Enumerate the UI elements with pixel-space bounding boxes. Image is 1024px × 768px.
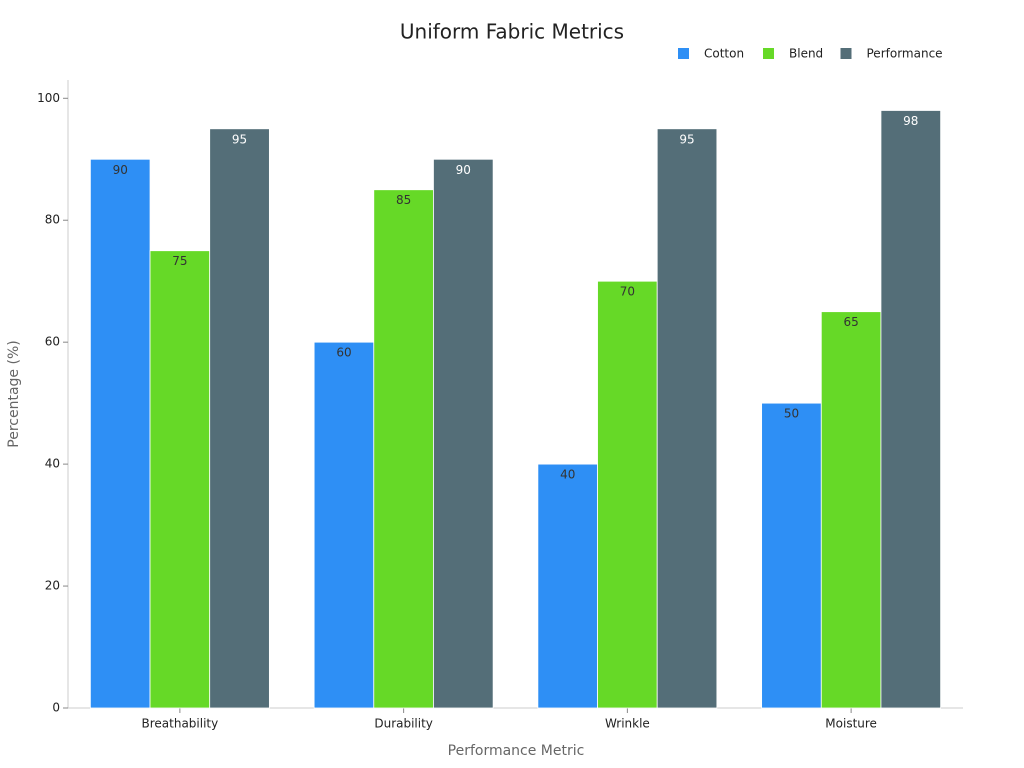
x-tick-label: Durability <box>374 717 433 731</box>
bar <box>313 341 375 709</box>
bar <box>209 128 270 709</box>
value-label: 40 <box>560 468 575 482</box>
bar <box>761 402 822 709</box>
bar <box>373 189 434 709</box>
bar <box>880 110 942 709</box>
y-tick-label: 80 <box>45 213 60 227</box>
bar <box>820 311 882 709</box>
bar <box>149 250 211 709</box>
legend-swatch <box>763 48 774 59</box>
y-axis-label: Percentage (%) <box>6 340 22 447</box>
value-label: 85 <box>396 193 411 207</box>
value-label: 65 <box>843 315 858 329</box>
bar <box>89 158 151 709</box>
value-label: 90 <box>113 163 128 177</box>
value-label: 98 <box>903 114 918 128</box>
y-tick-label: 20 <box>45 579 60 593</box>
x-tick-label: Wrinkle <box>605 717 650 731</box>
value-label: 95 <box>679 132 694 146</box>
value-label: 95 <box>232 132 247 146</box>
legend-label: Cotton <box>704 47 744 61</box>
chart-title: Uniform Fabric Metrics <box>400 20 624 44</box>
value-label: 90 <box>456 163 471 177</box>
legend-label: Blend <box>789 47 823 61</box>
y-tick-label: 0 <box>52 701 60 715</box>
bar <box>597 280 658 709</box>
value-label: 60 <box>336 346 351 360</box>
bar <box>537 463 598 709</box>
value-label: 70 <box>620 285 635 299</box>
y-tick-label: 40 <box>45 457 60 471</box>
x-tick-label: Breathability <box>142 717 219 731</box>
legend-label: Performance <box>867 47 943 61</box>
legend-swatch <box>678 48 689 59</box>
y-tick-label: 60 <box>45 335 60 349</box>
value-label: 75 <box>172 254 187 268</box>
x-axis-label: Performance Metric <box>448 743 585 759</box>
y-tick-label: 100 <box>37 91 60 105</box>
x-tick-label: Moisture <box>825 717 877 731</box>
bar <box>656 128 718 709</box>
value-label: 50 <box>784 407 799 421</box>
bar <box>433 158 494 709</box>
legend-swatch <box>840 48 852 59</box>
